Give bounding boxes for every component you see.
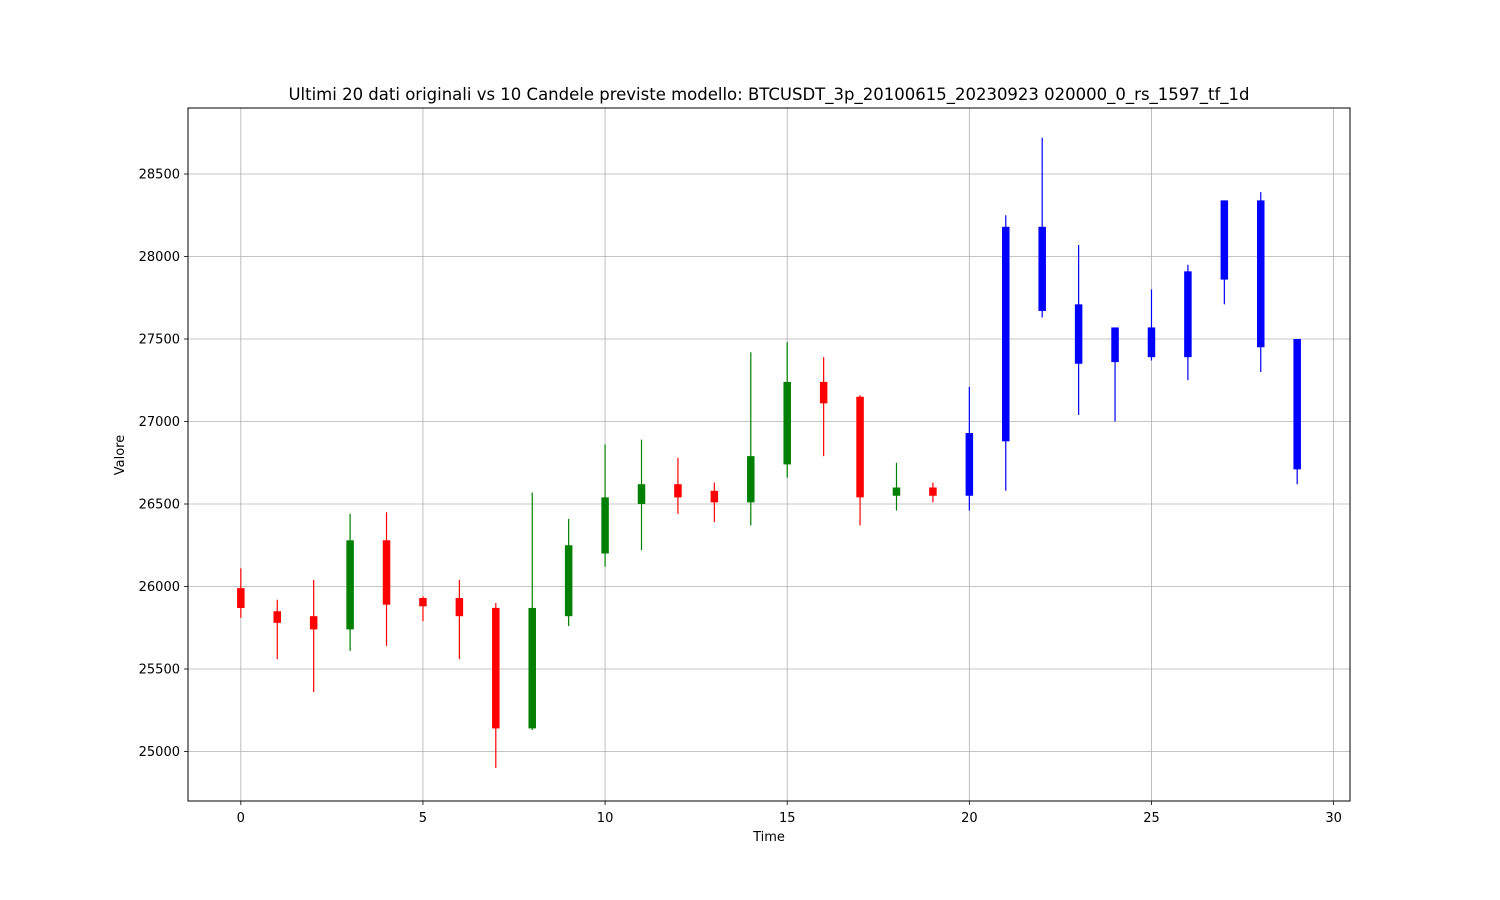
candle-body (965, 433, 974, 496)
candle-body (1074, 304, 1083, 364)
x-tick-label: 20 (961, 811, 978, 826)
candle-body (237, 588, 245, 608)
candle-22 (1038, 137, 1046, 318)
candle-body (1184, 271, 1192, 358)
candle-body (1147, 327, 1156, 358)
candle-0 (237, 568, 245, 618)
candle-body (492, 607, 500, 729)
x-axis-label: Time (752, 830, 785, 845)
candle-15 (783, 342, 791, 478)
candle-21 (1002, 215, 1010, 491)
candle-body (346, 540, 354, 630)
candle-body (637, 484, 646, 504)
candle-body (1002, 226, 1010, 442)
candle-7 (492, 603, 500, 768)
candle-29 (1293, 339, 1301, 485)
candle-body (455, 598, 464, 617)
x-axis-ticks: 0 5 10 15 20 25 30 (237, 801, 1342, 826)
candle-25 (1147, 289, 1156, 361)
candle-body (528, 607, 536, 729)
candle-body (1257, 200, 1265, 348)
candle-18 (892, 462, 901, 511)
candle-28 (1257, 192, 1265, 372)
y-tick-label: 28500 (139, 168, 180, 183)
y-tick-label: 28000 (139, 250, 180, 265)
candle-body (1038, 226, 1046, 311)
candle-23 (1074, 244, 1083, 415)
candle-3 (346, 513, 354, 651)
y-tick-label: 25500 (139, 663, 180, 678)
candle-body (601, 497, 609, 554)
candle-11 (637, 439, 646, 551)
candle-16 (819, 357, 828, 457)
candles (237, 137, 1301, 768)
candle-body (273, 611, 281, 623)
chart-title: Ultimi 20 dati originali vs 10 Candele p… (288, 85, 1249, 105)
candle-20 (965, 386, 974, 511)
candle-1 (273, 599, 281, 660)
grid-lines (188, 108, 1350, 801)
candle-4 (382, 512, 391, 646)
candle-10 (601, 444, 609, 567)
candle-5 (419, 596, 427, 622)
candle-body (1293, 339, 1301, 470)
candle-body (856, 396, 864, 498)
candle-27 (1220, 200, 1229, 305)
candle-12 (674, 457, 682, 514)
candle-body (382, 540, 391, 605)
candle-26 (1184, 264, 1192, 381)
candle-body (892, 487, 901, 496)
candle-body (564, 545, 573, 617)
candle-body (819, 381, 828, 404)
candle-19 (929, 482, 937, 503)
candle-body (1220, 200, 1229, 280)
x-tick-label: 0 (237, 811, 245, 826)
x-tick-label: 15 (779, 811, 796, 826)
x-tick-label: 30 (1325, 811, 1342, 826)
y-tick-label: 26000 (139, 580, 180, 595)
candle-13 (710, 482, 719, 523)
candle-body (674, 484, 682, 498)
x-tick-label: 10 (597, 811, 614, 826)
candle-6 (455, 579, 464, 660)
candle-2 (309, 579, 318, 693)
y-tick-label: 27500 (139, 333, 180, 348)
candle-8 (528, 492, 536, 731)
candle-body (710, 490, 719, 503)
y-tick-label: 26500 (139, 498, 180, 513)
y-axis-label: Valore (113, 435, 128, 475)
candle-body (783, 381, 791, 465)
candle-body (747, 456, 755, 503)
candle-17 (856, 395, 864, 526)
candle-body (309, 616, 318, 630)
candle-24 (1111, 327, 1119, 422)
candle-body (929, 487, 937, 496)
x-tick-label: 5 (419, 811, 427, 826)
candle-9 (564, 518, 573, 627)
y-tick-label: 27000 (139, 415, 180, 430)
candle-body (1111, 327, 1119, 363)
candle-body (419, 598, 427, 607)
candle-14 (747, 352, 755, 526)
y-axis-ticks: 25000 25500 26000 26500 27000 27500 28000 28500 (139, 168, 188, 760)
y-tick-label: 25000 (139, 745, 180, 760)
x-tick-label: 25 (1143, 811, 1160, 826)
plot-frame (187, 107, 1351, 802)
